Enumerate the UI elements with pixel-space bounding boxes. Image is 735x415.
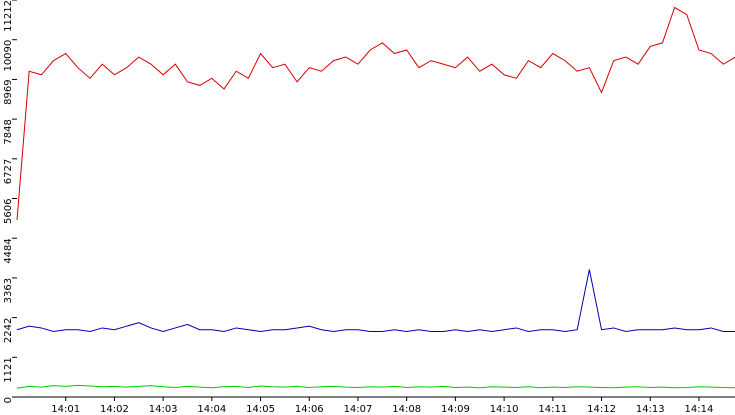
y-tick-label: 6727 <box>3 159 14 184</box>
data-line <box>16 269 735 333</box>
x-tick-label: 14:12 <box>587 404 616 415</box>
data-line <box>16 384 735 389</box>
y-tick-label: 10090 <box>3 40 14 72</box>
x-tick-label: 14:09 <box>441 404 470 415</box>
x-tick-label: 14:04 <box>197 404 226 415</box>
y-tick-label: 1121 <box>3 357 14 382</box>
x-tick-label: 14:07 <box>344 404 373 415</box>
x-tick-label: 14:11 <box>538 404 567 415</box>
x-tick-label: 14:01 <box>51 404 80 415</box>
y-tick-label: 0 <box>3 397 14 403</box>
data-line <box>16 6 735 220</box>
y-tick-label: 11212 <box>3 0 14 32</box>
x-tick-label: 14:14 <box>685 404 714 415</box>
y-tick-label: 7848 <box>3 119 14 144</box>
y-tick-label: 5606 <box>3 199 14 224</box>
x-tick-label: 14:03 <box>149 404 178 415</box>
y-tick-label: 8969 <box>3 79 14 104</box>
x-tick-label: 14:10 <box>490 404 519 415</box>
x-tick-label: 14:13 <box>636 404 665 415</box>
y-tick-label: 2242 <box>3 318 14 343</box>
x-tick-label: 14:05 <box>246 404 275 415</box>
y-tick-label: 3363 <box>3 278 14 303</box>
x-tick-label: 14:06 <box>295 404 324 415</box>
y-tick-label: 4484 <box>3 238 14 263</box>
x-tick-label: 14:08 <box>392 404 421 415</box>
x-tick-label: 14:02 <box>100 404 129 415</box>
